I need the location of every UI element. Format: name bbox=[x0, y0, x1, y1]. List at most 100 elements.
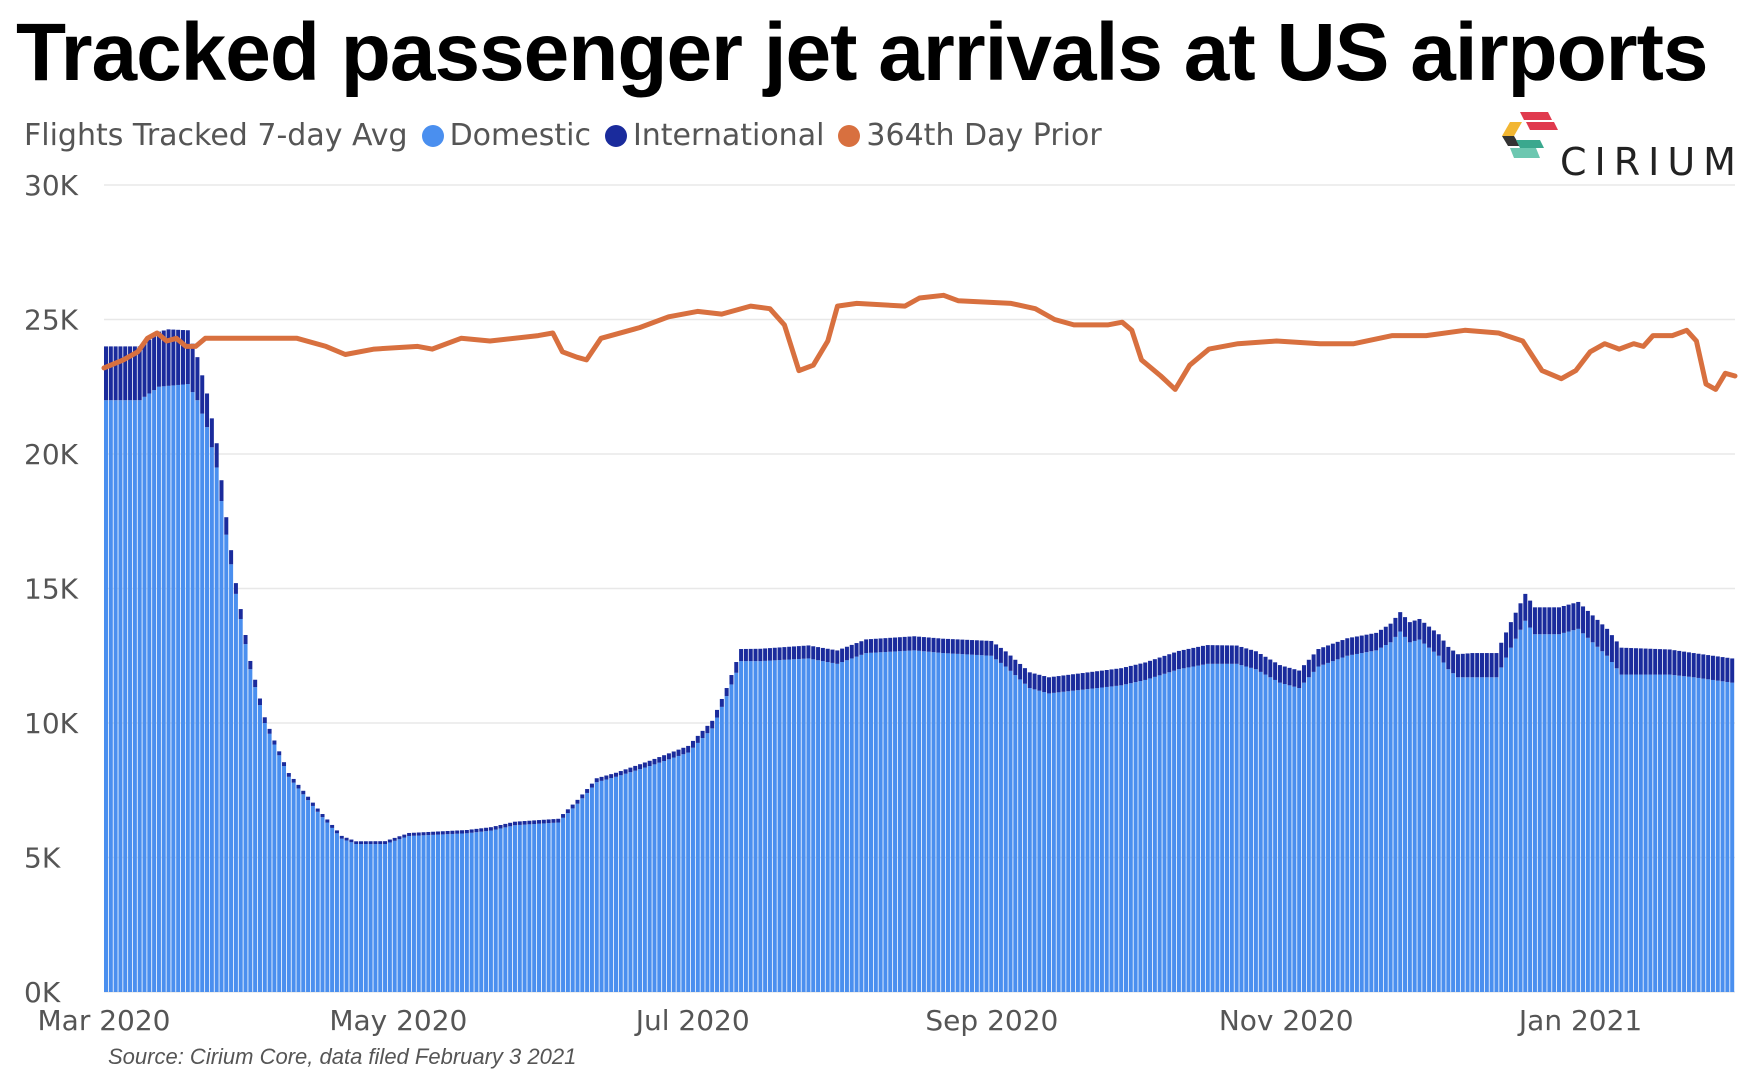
bar-domestic bbox=[1210, 663, 1215, 992]
bar-international bbox=[1513, 612, 1518, 639]
bar-domestic bbox=[893, 651, 898, 992]
bar-domestic bbox=[613, 776, 618, 992]
x-tick-label: May 2020 bbox=[329, 1004, 467, 1037]
bar-international bbox=[224, 517, 229, 535]
bar-international bbox=[1215, 645, 1220, 664]
bar-domestic bbox=[801, 658, 806, 992]
bar-international bbox=[941, 638, 946, 654]
bar-domestic bbox=[1172, 670, 1177, 992]
x-tick-label: Sep 2020 bbox=[925, 1004, 1058, 1037]
bar-domestic bbox=[214, 467, 219, 992]
bar-international bbox=[743, 648, 748, 662]
bar-domestic bbox=[1114, 685, 1119, 992]
bar-international bbox=[806, 645, 811, 659]
bar-domestic bbox=[998, 662, 1003, 992]
bar-domestic bbox=[638, 769, 643, 992]
bar-international bbox=[681, 747, 686, 755]
bar-domestic bbox=[431, 834, 436, 992]
source-note: Source: Cirium Core, data filed February… bbox=[108, 1044, 577, 1069]
bar-domestic bbox=[1672, 675, 1677, 992]
bar-international bbox=[1658, 649, 1663, 675]
bar-domestic bbox=[1581, 633, 1586, 992]
legend-item-domestic[interactable]: Domestic bbox=[421, 118, 591, 153]
bar-domestic bbox=[512, 825, 517, 992]
bar-international bbox=[589, 783, 594, 788]
bar-domestic bbox=[1143, 679, 1148, 992]
bar-international bbox=[1326, 645, 1331, 663]
bar-domestic bbox=[743, 661, 748, 992]
bar-domestic bbox=[1292, 686, 1297, 992]
bar-international bbox=[1412, 620, 1417, 641]
bar-international bbox=[450, 830, 455, 834]
bar-international bbox=[1306, 659, 1311, 678]
bar-domestic bbox=[421, 835, 426, 992]
bar-international bbox=[1210, 645, 1215, 664]
bar-international bbox=[1056, 676, 1061, 693]
bar-international bbox=[772, 647, 777, 661]
bar-domestic bbox=[1431, 651, 1436, 992]
bar-international bbox=[123, 346, 128, 401]
bar-domestic bbox=[1658, 674, 1663, 992]
bar-international bbox=[1354, 636, 1359, 654]
bar-domestic bbox=[1330, 661, 1335, 992]
bar-international bbox=[426, 831, 431, 836]
bar-domestic bbox=[435, 834, 440, 992]
bar-international bbox=[541, 819, 546, 824]
bar-domestic bbox=[445, 834, 450, 992]
bar-international bbox=[1090, 671, 1095, 689]
bar-international bbox=[1403, 617, 1408, 637]
bar-domestic bbox=[835, 663, 840, 992]
bar-domestic bbox=[1022, 683, 1027, 992]
bar-domestic bbox=[1167, 672, 1172, 992]
bar-international bbox=[1537, 607, 1542, 635]
bar-international bbox=[787, 646, 792, 660]
bar-domestic bbox=[339, 838, 344, 992]
bar-international bbox=[835, 650, 840, 664]
bar-domestic bbox=[1422, 643, 1427, 992]
bar-international bbox=[1484, 653, 1489, 678]
bar-international bbox=[349, 839, 354, 843]
bar-domestic bbox=[710, 728, 715, 992]
bar-domestic bbox=[902, 650, 907, 992]
bar-international bbox=[1643, 648, 1648, 675]
bar-international bbox=[844, 646, 849, 661]
cirium-logo-icon bbox=[1502, 112, 1558, 158]
bar-international bbox=[1335, 641, 1340, 660]
bar-domestic bbox=[844, 660, 849, 992]
bar-international bbox=[888, 637, 893, 652]
bar-domestic bbox=[979, 655, 984, 992]
bar-domestic bbox=[1710, 679, 1715, 992]
bar-international bbox=[1095, 671, 1100, 689]
bar-domestic bbox=[118, 400, 123, 992]
bar-international bbox=[1499, 642, 1504, 668]
bar-international bbox=[147, 339, 152, 394]
bar-international bbox=[493, 826, 498, 830]
legend-item-364th-day-prior[interactable]: 364th Day Prior bbox=[838, 118, 1102, 153]
bar-domestic bbox=[1393, 636, 1398, 992]
bar-domestic bbox=[912, 650, 917, 992]
bar-domestic bbox=[1441, 662, 1446, 992]
bar-international bbox=[1186, 648, 1191, 668]
bar-international bbox=[334, 830, 339, 834]
bar-domestic bbox=[652, 764, 657, 992]
bar-international bbox=[599, 776, 604, 781]
bar-international bbox=[416, 832, 421, 836]
bar-international bbox=[315, 808, 320, 812]
bar-international bbox=[1172, 652, 1177, 671]
bar-international bbox=[1441, 640, 1446, 663]
bar-domestic bbox=[532, 824, 537, 992]
bar-domestic bbox=[315, 811, 320, 992]
bar-international bbox=[455, 830, 460, 834]
bar-domestic bbox=[589, 787, 594, 992]
bar-domestic bbox=[888, 651, 893, 992]
bar-domestic bbox=[137, 400, 142, 992]
bar-domestic bbox=[849, 658, 854, 992]
legend-item-international[interactable]: International bbox=[604, 118, 824, 153]
bar-international bbox=[1061, 675, 1066, 692]
bar-domestic bbox=[325, 822, 330, 992]
bar-domestic bbox=[594, 782, 599, 992]
bar-domestic bbox=[970, 654, 975, 992]
bar-domestic bbox=[1653, 674, 1658, 992]
legend-swatch-international bbox=[604, 124, 627, 147]
